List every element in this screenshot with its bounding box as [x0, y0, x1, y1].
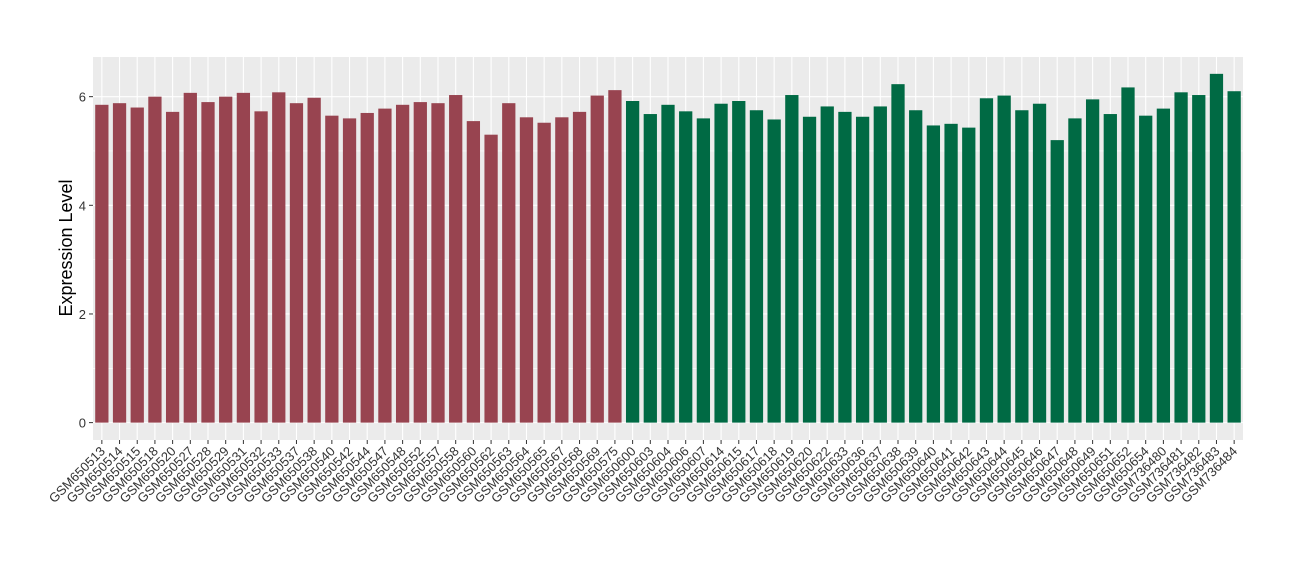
- bar: [148, 96, 162, 423]
- bar: [325, 115, 339, 423]
- bar: [378, 108, 392, 423]
- y-tick-label: 0: [79, 416, 86, 431]
- bar: [1192, 95, 1206, 423]
- bar: [289, 103, 304, 423]
- bar: [926, 125, 941, 423]
- bar: [1032, 103, 1047, 423]
- bar: [749, 110, 764, 423]
- bar: [360, 112, 374, 423]
- y-tick-label: 4: [79, 198, 86, 213]
- bar: [873, 106, 887, 423]
- bar: [183, 92, 197, 423]
- bar: [979, 98, 994, 423]
- bar: [1156, 108, 1171, 423]
- y-tick-label: 6: [79, 90, 86, 105]
- bar: [431, 103, 445, 423]
- bar: [608, 90, 622, 423]
- bar: [254, 111, 268, 423]
- bar: [944, 123, 958, 423]
- bar: [1050, 140, 1064, 423]
- bar: [236, 92, 251, 423]
- bar: [732, 101, 746, 423]
- bar: [413, 102, 427, 423]
- bar: [696, 118, 711, 423]
- bar: [714, 103, 728, 423]
- bar: [484, 134, 498, 423]
- bar: [767, 119, 781, 423]
- bar: [537, 122, 551, 423]
- bar: [201, 102, 215, 423]
- bar: [1139, 115, 1153, 423]
- y-axis-title: Expression Level: [56, 179, 76, 316]
- bar: [838, 111, 852, 423]
- bar: [891, 84, 905, 423]
- bar: [112, 103, 127, 423]
- bar: [1015, 110, 1029, 423]
- bar: [1209, 73, 1224, 423]
- bar: [466, 121, 481, 423]
- bar: [555, 117, 569, 423]
- bar: [1227, 91, 1241, 423]
- bar: [502, 103, 516, 423]
- bar: [679, 111, 693, 423]
- bar: [395, 104, 410, 423]
- bar: [625, 101, 640, 423]
- bar: [820, 106, 834, 423]
- bar: [802, 116, 817, 423]
- bar: [1103, 114, 1117, 423]
- bar: [272, 92, 286, 423]
- bar: [165, 111, 180, 423]
- bar: [997, 95, 1011, 423]
- bar: [643, 114, 657, 423]
- bar: [219, 96, 233, 423]
- bar: [590, 95, 604, 423]
- bar: [1068, 118, 1082, 423]
- bar: [1085, 99, 1100, 423]
- bar: [909, 110, 923, 423]
- bar: [449, 95, 463, 423]
- y-tick-label: 2: [79, 307, 86, 322]
- bar: [661, 104, 675, 423]
- bar: [95, 104, 109, 423]
- bar: [785, 95, 799, 423]
- bar: [519, 117, 534, 423]
- bar: [572, 111, 587, 423]
- bar: [307, 97, 321, 423]
- bar: [342, 118, 357, 423]
- bar: [130, 107, 144, 423]
- bar: [855, 116, 870, 423]
- bar: [962, 127, 976, 423]
- bar: [1121, 87, 1135, 423]
- bar: [1174, 92, 1188, 423]
